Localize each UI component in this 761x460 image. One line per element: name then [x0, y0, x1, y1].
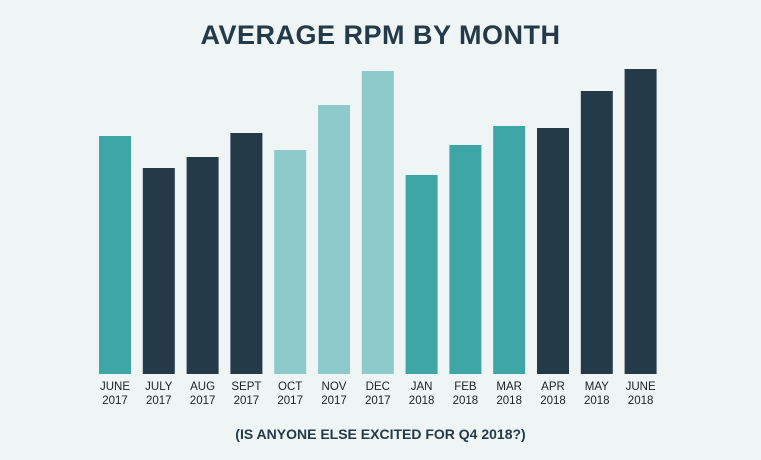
bar-nov-2017: [318, 105, 350, 374]
bar-feb-2018: [449, 145, 482, 374]
x-tick-label: 2018: [628, 395, 654, 407]
chart-subtitle: (IS ANYONE ELSE EXCITED FOR Q4 2018?): [235, 426, 526, 442]
x-tick-label: 2018: [584, 395, 610, 407]
x-tick-label: 2018: [496, 395, 522, 407]
x-tick-label: MAY: [585, 381, 609, 393]
x-tick-label: JUNE: [626, 381, 656, 393]
bar-may-2018: [580, 91, 613, 374]
bar-aug-2017: [186, 157, 219, 374]
bar-june-2018: [624, 69, 657, 374]
x-tick-label: SEPT: [231, 381, 261, 393]
bar-dec-2017: [361, 71, 394, 374]
bar-june-2017: [99, 136, 131, 374]
x-tick-label: JULY: [145, 381, 173, 393]
x-tick-label: FEB: [454, 381, 477, 393]
x-tick-label: JUNE: [100, 381, 130, 393]
x-tick-label: 2017: [234, 395, 260, 407]
x-tick-label: 2018: [409, 395, 435, 407]
x-tick-label: 2018: [540, 395, 566, 407]
bar-oct-2017: [274, 150, 307, 374]
x-tick-label: DEC: [366, 381, 390, 393]
bar-mar-2018: [493, 126, 526, 374]
chart-title: AVERAGE RPM BY MONTH: [200, 20, 561, 50]
x-tick-label: AUG: [190, 381, 215, 393]
x-tick-label: 2018: [453, 395, 479, 407]
x-tick-label: 2017: [277, 395, 303, 407]
x-tick-label: OCT: [278, 381, 302, 393]
x-tick-label: NOV: [322, 381, 347, 393]
bar-july-2017: [142, 168, 175, 374]
x-tick-label: MAR: [496, 381, 522, 393]
x-tick-label: APR: [541, 381, 565, 393]
bar-sept-2017: [230, 133, 263, 374]
bar-apr-2018: [537, 128, 569, 374]
x-tick-label: 2017: [102, 395, 128, 407]
bar-jan-2018: [405, 175, 438, 374]
x-tick-label: 2017: [365, 395, 391, 407]
x-tick-label: 2017: [146, 395, 172, 407]
x-tick-label: JAN: [411, 381, 433, 393]
x-tick-label: 2017: [190, 395, 216, 407]
x-tick-label: 2017: [321, 395, 347, 407]
